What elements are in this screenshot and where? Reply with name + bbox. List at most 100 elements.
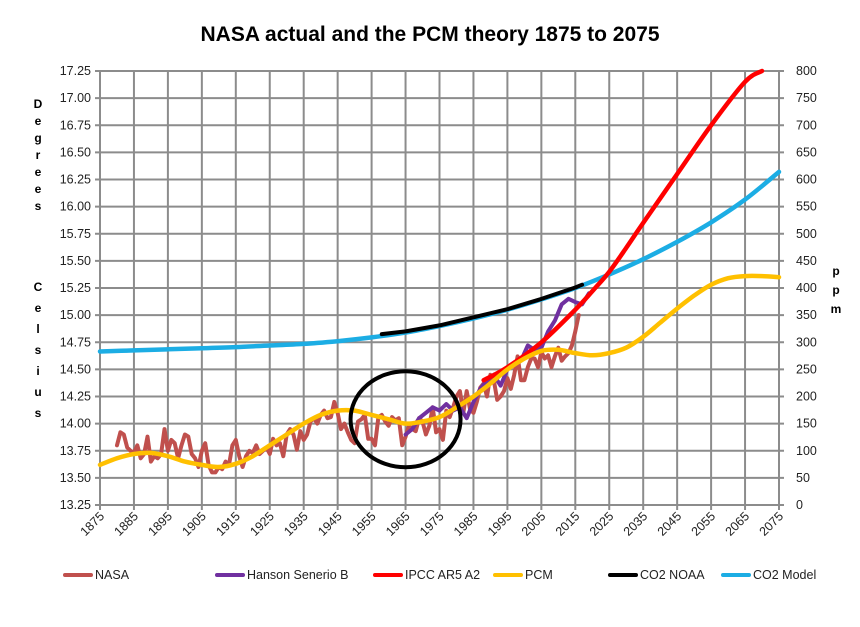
y-axis-left-label-char: g xyxy=(34,131,41,145)
x-tick-label: 1965 xyxy=(383,509,413,539)
y-tick-label-right: 150 xyxy=(796,417,817,431)
y-axis-left-label-char: e xyxy=(35,165,42,179)
y-tick-label-left: 14.50 xyxy=(60,362,91,376)
y-axis-left-label-char: e xyxy=(35,182,42,196)
y-tick-label-right: 700 xyxy=(796,118,817,132)
legend: NASA Hanson Senerio B IPCC AR5 A2 PCM CO2 NO… xyxy=(0,568,860,592)
y-tick-label-left: 17.25 xyxy=(60,64,91,78)
x-tick-label: 2075 xyxy=(757,509,787,539)
x-tick-label: 1995 xyxy=(485,509,515,539)
legend-swatch xyxy=(721,573,751,577)
x-tick-label: 2025 xyxy=(587,509,617,539)
y-axis-left-label-char: u xyxy=(34,385,41,399)
x-tick-label: 1875 xyxy=(78,509,108,539)
series-line-ipcc-ar5-a2 xyxy=(481,68,765,383)
x-tick-label: 1945 xyxy=(315,509,345,539)
y-tick-label-left: 16.25 xyxy=(60,173,91,187)
legend-item: PCM xyxy=(493,568,553,582)
y-tick-label-right: 600 xyxy=(796,173,817,187)
y-axis-left-label-char: e xyxy=(35,114,42,128)
legend-label: NASA xyxy=(95,568,130,582)
y-axis-right-label: ppm xyxy=(831,264,842,316)
y-tick-label-right: 50 xyxy=(796,471,810,485)
y-tick-label-left: 13.25 xyxy=(60,498,91,512)
y-tick-label-left: 14.25 xyxy=(60,390,91,404)
legend-item: IPCC AR5 A2 xyxy=(373,568,480,582)
y-tick-label-right: 800 xyxy=(796,64,817,78)
legend-swatch xyxy=(608,573,638,577)
y-axis-right: 0 50 100 150 200 250 300 350 400 450 500 550 600 650 7… xyxy=(796,64,817,512)
y-axis-left: 13.25 13.50 13.75 14.00 14.25 14.50 14.75 15.00… xyxy=(60,64,91,512)
series-line-co2-noaa xyxy=(379,282,585,337)
y-tick-label-right: 300 xyxy=(796,335,817,349)
y-axis-left-label-char: D xyxy=(34,97,43,111)
y-axis-left-label-char: r xyxy=(36,148,41,162)
legend-item: NASA xyxy=(63,568,129,582)
legend-swatch xyxy=(493,573,523,577)
y-axis-right-label-char: m xyxy=(831,302,842,316)
legend-swatch xyxy=(373,573,403,577)
x-tick-label: 1925 xyxy=(247,509,277,539)
y-tick-label-right: 450 xyxy=(796,254,817,268)
y-tick-label-right: 650 xyxy=(796,145,817,159)
y-tick-label-right: 250 xyxy=(796,362,817,376)
y-axis-right-label-char: p xyxy=(832,264,839,278)
x-tick-label: 1985 xyxy=(451,509,481,539)
y-tick-label-left: 14.00 xyxy=(60,417,91,431)
y-tick-label-left: 16.50 xyxy=(60,145,91,159)
chart: NASA actual and the PCM theory 1875 to 2… xyxy=(34,23,842,539)
y-axis-left-label-char: s xyxy=(35,406,42,420)
y-tick-label-left: 17.00 xyxy=(60,91,91,105)
y-tick-label-right: 0 xyxy=(796,498,803,512)
x-tick-label: 1935 xyxy=(281,509,311,539)
y-axis-left-label-char: s xyxy=(35,343,42,357)
legend-label: Hanson Senerio B xyxy=(247,568,349,582)
y-tick-label-left: 16.75 xyxy=(60,118,91,132)
y-tick-label-left: 14.75 xyxy=(60,335,91,349)
y-tick-label-right: 100 xyxy=(796,444,817,458)
y-tick-label-right: 200 xyxy=(796,390,817,404)
x-tick-label: 2035 xyxy=(621,509,651,539)
y-tick-label-left: 13.50 xyxy=(60,471,91,485)
y-tick-label-right: 400 xyxy=(796,281,817,295)
x-tick-label: 1885 xyxy=(112,509,142,539)
legend-label: CO2 Model xyxy=(753,568,817,582)
grid xyxy=(95,70,784,510)
legend-label: IPCC AR5 A2 xyxy=(405,568,481,582)
y-tick-label-left: 15.25 xyxy=(60,281,91,295)
y-axis-left-label-char: s xyxy=(35,199,42,213)
y-tick-label-right: 500 xyxy=(796,227,817,241)
legend-label: CO2 NOAA xyxy=(640,568,705,582)
y-axis-left-label-char: i xyxy=(36,364,39,378)
legend-item: CO2 Model xyxy=(721,568,816,582)
y-axis-left-label-char: l xyxy=(36,322,39,336)
annotation-ellipse xyxy=(348,369,463,470)
y-tick-label-left: 15.75 xyxy=(60,227,91,241)
y-axis-left-label-char: e xyxy=(35,301,42,315)
y-tick-label-left: 16.00 xyxy=(60,200,91,214)
legend-item: Hanson Senerio B xyxy=(215,568,348,582)
x-tick-label: 1955 xyxy=(349,509,379,539)
x-tick-label: 1905 xyxy=(179,509,209,539)
x-tick-label: 1895 xyxy=(145,509,175,539)
x-tick-label: 2045 xyxy=(655,509,685,539)
series-group xyxy=(97,68,782,475)
series-line-nasa xyxy=(115,313,581,475)
x-axis: 1875 1885 1895 1905 1915 1925 1935 1945 1955 1965… xyxy=(78,509,787,539)
x-tick-label: 2065 xyxy=(723,509,753,539)
x-tick-label: 2005 xyxy=(519,509,549,539)
x-tick-label: 2015 xyxy=(553,509,583,539)
y-tick-label-right: 750 xyxy=(796,91,817,105)
y-tick-label-right: 550 xyxy=(796,200,817,214)
y-axis-left-label-char: C xyxy=(34,280,43,294)
annotations xyxy=(348,369,463,470)
legend-item: CO2 NOAA xyxy=(608,568,705,582)
legend-swatch xyxy=(63,573,93,577)
x-tick-label: 1915 xyxy=(213,509,243,539)
x-tick-label: 2055 xyxy=(689,509,719,539)
legend-swatch xyxy=(215,573,245,577)
y-tick-label-right: 350 xyxy=(796,308,817,322)
series-line-pcm xyxy=(97,273,782,470)
y-axis-right-label-char: p xyxy=(832,283,839,297)
